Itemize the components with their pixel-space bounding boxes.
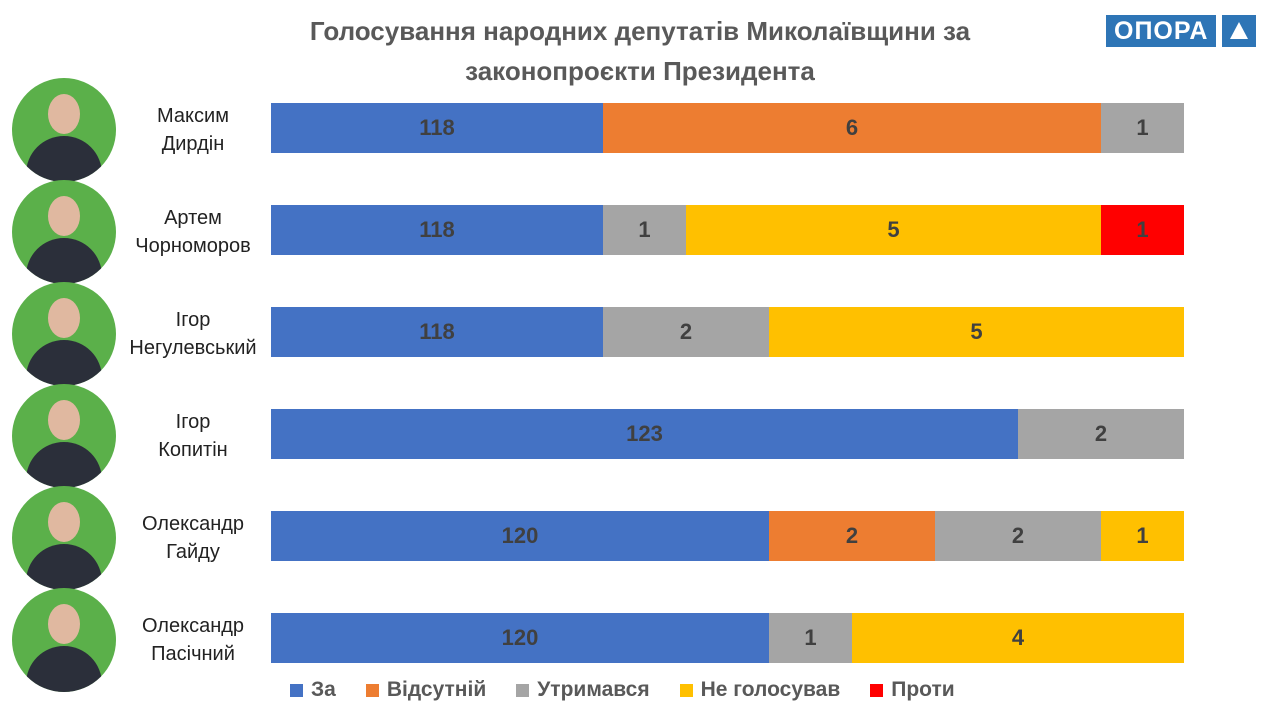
bar-segment-0: 118: [271, 307, 603, 357]
legend-label: Відсутній: [386, 678, 487, 701]
chart-row: Ігор Негулевський 118 2 5: [0, 282, 1280, 386]
bar-segment-0: 123: [271, 409, 1018, 459]
bar-segment-3: 4: [852, 613, 1184, 663]
bar-segment-2: 1: [769, 613, 852, 663]
bar-segment-2: 2: [935, 511, 1101, 561]
name-line: Гайду: [166, 541, 220, 563]
chart-title-line1: Голосування народних депутатів Миколаївщ…: [309, 16, 971, 46]
deputy-name: Ігор Негулевський: [118, 306, 268, 362]
stacked-bar: 118 6 1: [271, 103, 1184, 153]
chart-row: Ігор Копитін 123 2: [0, 384, 1280, 488]
bar-segment-0: 120: [271, 613, 769, 663]
deputy-name: Максим Дирдін: [118, 102, 268, 158]
stacked-bar: 118 2 5: [271, 307, 1184, 357]
stacked-bar: 120 1 4: [271, 613, 1184, 663]
legend-label: За: [311, 678, 336, 701]
bar-segment-3: 1: [1101, 511, 1184, 561]
legend-item: Відсутній: [365, 678, 487, 702]
deputy-name: Артем Чорноморов: [118, 204, 268, 260]
deputy-photo: [12, 78, 116, 182]
chart-row: Артем Чорноморов 118 1 5 1: [0, 180, 1280, 284]
legend-swatch: [516, 683, 530, 697]
stacked-bar: 120 2 2 1: [271, 511, 1184, 561]
legend-swatch: [290, 683, 303, 697]
chart-row: Максим Дирдін 118 6 1: [0, 78, 1280, 182]
name-line: Максим: [157, 105, 229, 127]
legend-swatch: [365, 683, 379, 697]
name-line: Дирдін: [161, 133, 225, 155]
bar-segment-2: 2: [603, 307, 769, 357]
bar-segment-0: 118: [271, 103, 603, 153]
name-line: Чорноморов: [135, 235, 251, 257]
bar-segment-2: 1: [1101, 103, 1184, 153]
logo-text: ОПОРА: [1106, 15, 1217, 47]
name-line: Олександр: [141, 513, 245, 535]
bar-segment-0: 120: [271, 511, 769, 561]
deputy-photo: [12, 384, 116, 488]
bar-segment-3: 5: [686, 205, 1101, 255]
bar-segment-0: 118: [271, 205, 603, 255]
deputy-name: Ігор Копитін: [118, 408, 268, 464]
name-line: Ігор: [175, 411, 211, 433]
legend-item: Проти: [870, 678, 955, 702]
chart-row: Олександр Гайду 120 2 2 1: [0, 486, 1280, 590]
deputy-photo: [12, 588, 116, 692]
stacked-bar: 123 2: [271, 409, 1184, 459]
legend-label: Утримався: [537, 678, 650, 701]
legend: За Відсутній Утримався Не голосував Проти: [290, 678, 955, 702]
name-line: Копитін: [158, 439, 228, 461]
legend-item: Не голосував: [679, 678, 841, 702]
triangle-icon: [1222, 15, 1257, 47]
name-line: Олександр: [141, 615, 245, 637]
deputy-photo: [12, 282, 116, 386]
legend-swatch: [679, 683, 693, 697]
bar-segment-1: 2: [769, 511, 935, 561]
bar-segment-4: 1: [1101, 205, 1184, 255]
legend-item: За: [290, 678, 336, 702]
deputy-name: Олександр Гайду: [118, 510, 268, 566]
bar-segment-3: 5: [769, 307, 1184, 357]
name-line: Негулевський: [129, 337, 257, 359]
legend-label: Не голосував: [700, 678, 841, 701]
name-line: Пасічний: [151, 643, 235, 665]
legend-label: Проти: [891, 678, 955, 701]
bar-segment-2: 1: [603, 205, 686, 255]
deputy-photo: [12, 486, 116, 590]
bar-segment-1: 6: [603, 103, 1101, 153]
stacked-bar: 118 1 5 1: [271, 205, 1184, 255]
deputy-name: Олександр Пасічний: [118, 612, 268, 668]
name-line: Ігор: [175, 309, 211, 331]
bar-segment-2: 2: [1018, 409, 1184, 459]
chart-row: Олександр Пасічний 120 1 4: [0, 588, 1280, 692]
legend-item: Утримався: [516, 678, 650, 702]
chart-title-line2: законопроєкти Президента: [465, 56, 815, 86]
legend-swatch: [870, 683, 884, 697]
opora-logo: ОПОРА: [1106, 15, 1257, 47]
deputy-photo: [12, 180, 116, 284]
name-line: Артем: [164, 207, 222, 229]
